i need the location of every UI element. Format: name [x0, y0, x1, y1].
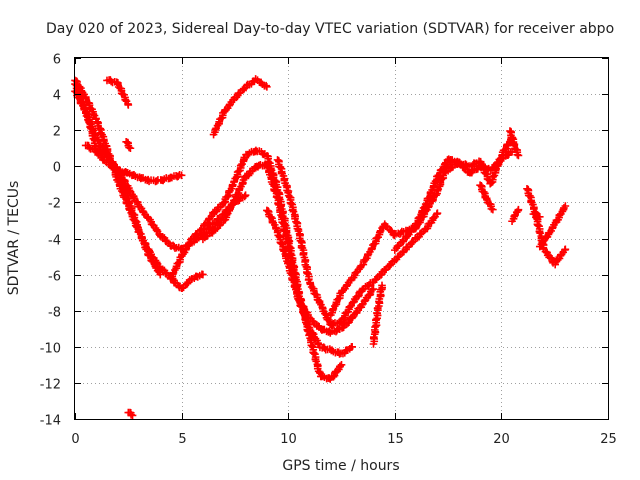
- data-point: [378, 281, 386, 290]
- data-point: [274, 200, 282, 208]
- data-point: [128, 411, 137, 420]
- y-tick-label: 4: [53, 89, 61, 104]
- x-axis-label: GPS time / hours: [282, 458, 399, 474]
- series-arc-g: [124, 408, 137, 420]
- x-tick-label: 15: [387, 432, 404, 447]
- data-point: [87, 124, 95, 133]
- series-arc-s: [508, 205, 523, 226]
- series-arc-d: [81, 141, 186, 186]
- data-point: [156, 270, 165, 279]
- data-point: [241, 191, 250, 199]
- y-tick-label: -2: [48, 197, 61, 212]
- series-arc-u: [535, 202, 570, 251]
- data-point: [309, 349, 318, 357]
- y-tick-label: -10: [40, 342, 61, 357]
- series-arc-a: [71, 76, 207, 293]
- series-arc-v: [529, 210, 544, 221]
- data-point: [547, 253, 555, 262]
- y-tick-label: -8: [48, 306, 61, 321]
- series-arc-q: [476, 181, 497, 214]
- data-point: [514, 205, 523, 214]
- data-point: [408, 238, 416, 247]
- y-axis-label: SDTVAR / TECUs: [6, 181, 22, 296]
- series-arc-f: [122, 138, 135, 153]
- data-point: [514, 151, 523, 160]
- data-point: [348, 343, 356, 351]
- series-arc-l: [273, 156, 442, 330]
- data-point: [177, 171, 186, 180]
- data-point: [372, 315, 381, 324]
- x-tick-label: 25: [600, 432, 617, 447]
- data-point: [369, 285, 378, 293]
- data-point: [88, 132, 97, 140]
- series-arc-h: [209, 75, 271, 139]
- series-arc-p: [444, 133, 516, 188]
- data-point: [312, 357, 321, 366]
- y-tick-label: -4: [48, 234, 61, 249]
- data-point: [394, 242, 402, 250]
- data-point: [291, 215, 299, 223]
- data-point: [263, 83, 271, 91]
- data-point: [276, 208, 284, 216]
- data-point: [124, 101, 133, 109]
- data-point: [561, 202, 570, 210]
- data-point: [370, 333, 378, 341]
- x-tick-label: 10: [280, 432, 297, 447]
- y-tick-label: -14: [40, 414, 61, 429]
- data-points: [71, 75, 570, 420]
- series-arc-t: [523, 184, 570, 269]
- y-tick-label: 0: [53, 161, 61, 176]
- x-tick-label: 20: [493, 432, 510, 447]
- x-tick-label: 0: [71, 432, 79, 447]
- data-point: [275, 201, 283, 209]
- series-arc-e: [103, 76, 133, 109]
- series-arc-n: [369, 281, 387, 348]
- series-arc-j: [199, 160, 356, 358]
- grid: [75, 58, 608, 419]
- series-arc-o: [391, 148, 516, 254]
- data-point: [433, 209, 442, 218]
- data-point: [337, 361, 346, 369]
- x-tick-label: 5: [178, 432, 186, 447]
- tick-labels: 0 5 10 15 20 25 -14 -12 -10 -8 -6 -4 -2 0 2 4 6: [40, 53, 617, 448]
- y-tick-label: -12: [40, 378, 61, 393]
- y-tick-label: 6: [53, 53, 61, 68]
- data-point: [126, 144, 135, 153]
- data-point: [561, 245, 570, 254]
- y-tick-label: -6: [48, 270, 61, 285]
- data-point: [533, 211, 541, 220]
- data-point: [535, 213, 544, 221]
- data-point: [536, 229, 544, 238]
- plot-frame: [74, 57, 609, 420]
- series-arc-k: [263, 206, 378, 337]
- data-point: [279, 219, 287, 227]
- data-point: [152, 177, 161, 185]
- data-point: [489, 205, 497, 214]
- series-arc-r: [506, 127, 523, 160]
- chart-title: Day 020 of 2023, Sidereal Day-to-day VTE…: [46, 21, 614, 37]
- y-tick-label: 2: [53, 125, 61, 140]
- data-point: [282, 254, 290, 263]
- data-point: [199, 270, 207, 279]
- data-point: [289, 207, 298, 216]
